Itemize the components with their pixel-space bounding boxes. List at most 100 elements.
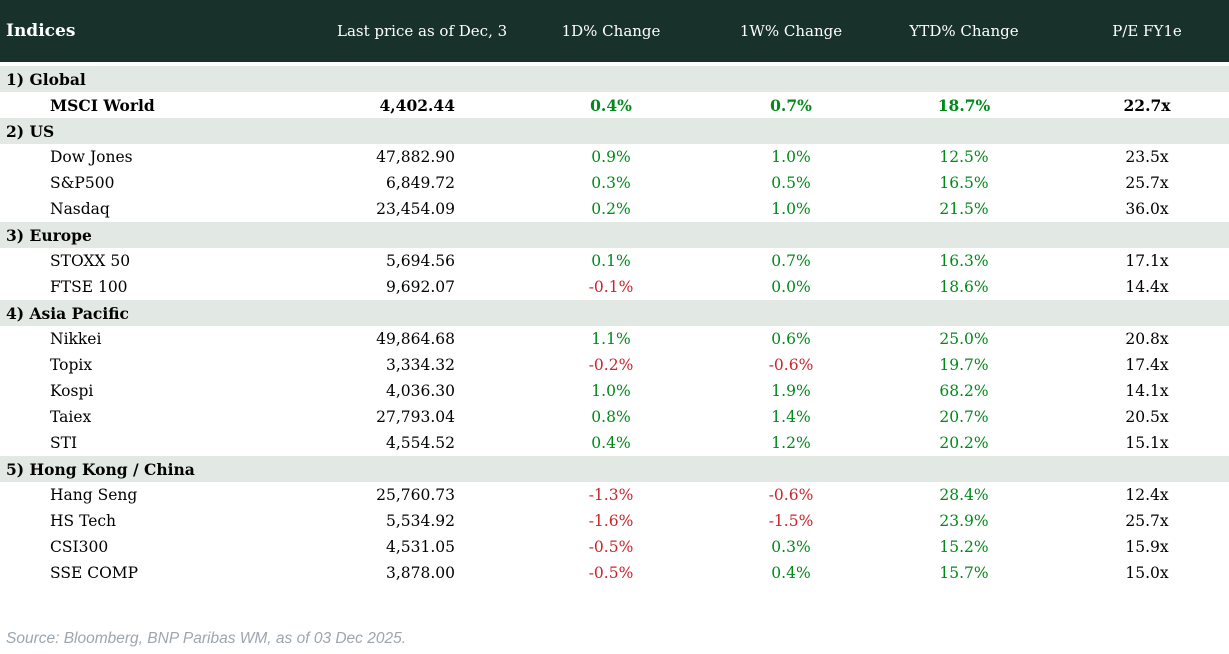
pe-value: 17.4x [1125,356,1169,374]
table-row: Topix 3,334.32 -0.2% -0.6% 19.7% 17.4x [0,352,1229,378]
last-price-value: 6,849.72 [385,174,455,192]
1d-change-value: -0.1% [588,278,634,296]
table-row: Nasdaq 23,454.09 0.2% 1.0% 21.5% 36.0x [0,196,1229,222]
ytd-change-value: 20.7% [939,408,989,426]
1d-change-value: 0.4% [590,95,632,115]
pe-value: 22.7x [1123,95,1171,115]
last-price-value: 49,864.68 [376,330,455,348]
pe-value: 25.7x [1125,174,1169,192]
1d-change-value: -0.5% [588,564,634,582]
last-price-value: 4,402.44 [379,95,455,115]
last-price-value: 4,554.52 [385,434,455,452]
ytd-change-value: 23.9% [939,512,989,530]
col-header-last-price: Last price as of Dec, 3 [337,22,508,40]
section-row: 2) US [0,118,1229,144]
index-name: HS Tech [50,512,117,530]
pe-value: 15.1x [1125,434,1169,452]
1w-change-value: -0.6% [768,486,814,504]
ytd-change-value: 20.2% [939,434,989,452]
last-price-value: 23,454.09 [376,200,455,218]
ytd-change-value: 18.7% [937,95,991,115]
section-label: 2) US [6,121,55,141]
table-row: Nikkei 49,864.68 1.1% 0.6% 25.0% 20.8x [0,326,1229,352]
last-price-value: 47,882.90 [376,148,455,166]
index-name: Nasdaq [50,200,110,218]
1d-change-value: -1.6% [588,512,634,530]
table-row: Hang Seng 25,760.73 -1.3% -0.6% 28.4% 12.4x [0,482,1229,508]
ytd-change-value: 16.3% [939,252,989,270]
index-name: STI [50,434,78,452]
col-header-ytd-change: YTD% Change [909,22,1019,40]
section-row: 1) Global [0,66,1229,92]
index-name: CSI300 [50,538,109,556]
pe-value: 14.4x [1125,278,1169,296]
pe-value: 20.5x [1125,408,1169,426]
ytd-change-value: 18.6% [939,278,989,296]
1w-change-value: 1.0% [771,148,811,166]
pe-value: 12.4x [1125,486,1169,504]
1d-change-value: 1.0% [591,382,631,400]
index-name: SSE COMP [50,564,139,582]
index-name: Hang Seng [50,486,138,504]
table-row: MSCI World 4,402.44 0.4% 0.7% 18.7% 22.7x [0,92,1229,118]
1w-change-value: 0.5% [771,174,811,192]
section-label: 4) Asia Pacific [6,303,129,323]
last-price-value: 5,534.92 [385,512,455,530]
table-row: SSE COMP 3,878.00 -0.5% 0.4% 15.7% 15.0x [0,560,1229,586]
last-price-value: 5,694.56 [385,252,455,270]
pe-value: 20.8x [1125,330,1169,348]
last-price-value: 9,692.07 [385,278,455,296]
table-row: FTSE 100 9,692.07 -0.1% 0.0% 18.6% 14.4x [0,274,1229,300]
index-name: Dow Jones [50,148,133,166]
1d-change-value: -0.5% [588,538,634,556]
1d-change-value: 0.4% [591,434,631,452]
pe-value: 36.0x [1125,200,1169,218]
table-header-row: Indices Last price as of Dec, 3 1D% Chan… [0,0,1229,62]
1w-change-value: 1.0% [771,200,811,218]
ytd-change-value: 68.2% [939,382,989,400]
section-label: 1) Global [6,69,86,89]
1w-change-value: -0.6% [768,356,814,374]
1w-change-value: -1.5% [768,512,814,530]
1w-change-value: 0.7% [770,95,812,115]
1w-change-value: 0.7% [771,252,811,270]
pe-value: 25.7x [1125,512,1169,530]
ytd-change-value: 21.5% [939,200,989,218]
table-row: S&P500 6,849.72 0.3% 0.5% 16.5% 25.7x [0,170,1229,196]
1d-change-value: 0.3% [591,174,631,192]
1w-change-value: 0.0% [771,278,811,296]
index-name: FTSE 100 [50,278,128,296]
table-row: Taiex 27,793.04 0.8% 1.4% 20.7% 20.5x [0,404,1229,430]
table-body: 1) Global MSCI World 4,402.44 0.4% 0.7% 18.7%… [0,66,1229,586]
1w-change-value: 0.3% [771,538,811,556]
col-header-1d-change: 1D% Change [561,22,661,40]
1w-change-value: 0.6% [771,330,811,348]
col-header-1w-change: 1W% Change [739,22,843,40]
index-name: STOXX 50 [50,252,131,270]
pe-value: 23.5x [1125,148,1169,166]
table-row: Dow Jones 47,882.90 0.9% 1.0% 12.5% 23.5x [0,144,1229,170]
1w-change-value: 1.2% [771,434,811,452]
index-name: Kospi [50,382,94,400]
1d-change-value: 0.2% [591,200,631,218]
table-row: STOXX 50 5,694.56 0.1% 0.7% 16.3% 17.1x [0,248,1229,274]
last-price-value: 3,878.00 [385,564,455,582]
source-note: Source: Bloomberg, BNP Paribas WM, as of… [6,630,407,647]
last-price-value: 4,531.05 [385,538,455,556]
index-name: Topix [50,356,93,374]
1d-change-value: 1.1% [591,330,631,348]
table-row: STI 4,554.52 0.4% 1.2% 20.2% 15.1x [0,430,1229,456]
1w-change-value: 0.4% [771,564,811,582]
col-header-pe-fy1e: P/E FY1e [1112,22,1182,40]
ytd-change-value: 15.2% [939,538,989,556]
pe-value: 14.1x [1125,382,1169,400]
last-price-value: 25,760.73 [376,486,455,504]
ytd-change-value: 28.4% [939,486,989,504]
index-name: Nikkei [50,330,102,348]
section-label: 3) Europe [6,225,92,245]
ytd-change-value: 15.7% [939,564,989,582]
table-row: Kospi 4,036.30 1.0% 1.9% 68.2% 14.1x [0,378,1229,404]
pe-value: 17.1x [1125,252,1169,270]
1w-change-value: 1.9% [771,382,811,400]
